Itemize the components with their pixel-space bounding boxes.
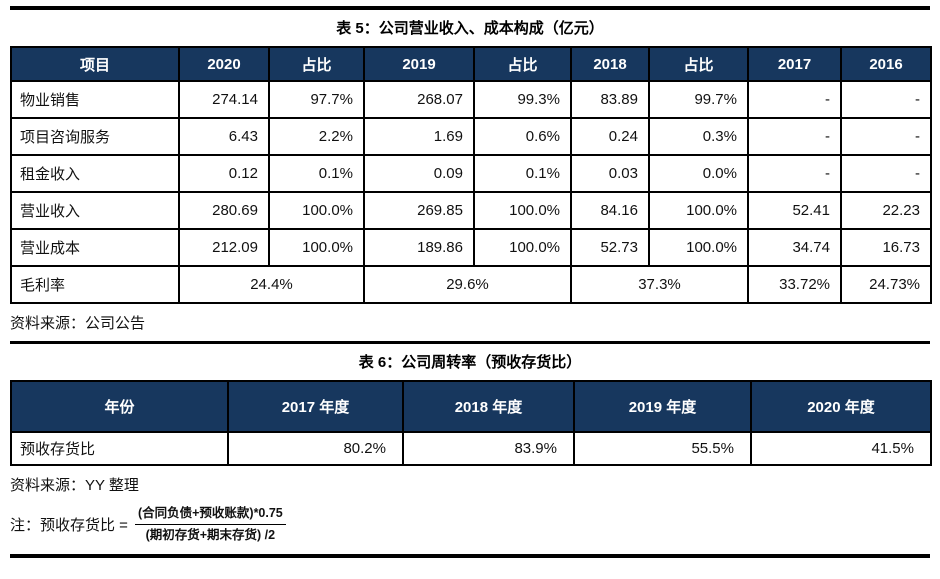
col-header-2018: 2018 bbox=[570, 46, 650, 82]
table6-note: 注：预收存货比 = (合同负债+预收账款)*0.75 (期初存货+期末存货) /… bbox=[10, 504, 932, 545]
table-cell: 0.6% bbox=[473, 117, 572, 156]
gross-margin-2018: 37.3% bbox=[570, 265, 749, 304]
table5-source: 资料来源：公司公告 bbox=[10, 315, 146, 332]
table-cell: 274.14 bbox=[178, 80, 270, 119]
table-row: 营业成本 212.09 100.0% 189.86 100.0% 52.73 1… bbox=[10, 228, 932, 267]
gross-margin-2016: 24.73% bbox=[840, 265, 932, 304]
table-cell: - bbox=[747, 80, 842, 119]
table-cell: 280.69 bbox=[178, 191, 270, 230]
table-cell: 99.3% bbox=[473, 80, 572, 119]
table-cell: 0.09 bbox=[363, 154, 475, 193]
table-cell: 97.7% bbox=[268, 80, 365, 119]
table-cell: 100.0% bbox=[268, 228, 365, 267]
table-cell: 0.24 bbox=[570, 117, 650, 156]
table-cell: 100.0% bbox=[473, 191, 572, 230]
row-label: 营业收入 bbox=[10, 191, 180, 230]
table-row: 预收存货比 80.2% 83.9% 55.5% 41.5% bbox=[10, 431, 932, 466]
table-cell: 0.12 bbox=[178, 154, 270, 193]
col-header-share-2020: 占比 bbox=[268, 46, 365, 82]
table-cell: 55.5% bbox=[573, 431, 752, 466]
col-header-2016: 2016 bbox=[840, 46, 932, 82]
gross-margin-row: 毛利率 24.4% 29.6% 37.3% 33.72% 24.73% bbox=[10, 265, 932, 304]
row-label: 租金收入 bbox=[10, 154, 180, 193]
table-cell: - bbox=[747, 117, 842, 156]
col-header-year: 年份 bbox=[10, 380, 229, 433]
formula-denominator: (期初存货+期末存货) /2 bbox=[145, 527, 276, 542]
bottom-rule bbox=[10, 553, 930, 558]
table-cell: - bbox=[840, 80, 932, 119]
table-cell: 1.69 bbox=[363, 117, 475, 156]
table-cell: 83.9% bbox=[402, 431, 575, 466]
table-cell: 52.73 bbox=[570, 228, 650, 267]
table-cell: 269.85 bbox=[363, 191, 475, 230]
table-cell: 268.07 bbox=[363, 80, 475, 119]
table-cell: 83.89 bbox=[570, 80, 650, 119]
col-header-share-2018: 占比 bbox=[648, 46, 749, 82]
col-header-2020: 2020 bbox=[178, 46, 270, 82]
col-header-2018fy: 2018 年度 bbox=[402, 380, 575, 433]
col-header-2020fy: 2020 年度 bbox=[750, 380, 932, 433]
col-header-2017fy: 2017 年度 bbox=[227, 380, 404, 433]
table-cell: 41.5% bbox=[750, 431, 932, 466]
table-cell: 16.73 bbox=[840, 228, 932, 267]
col-header-2019fy: 2019 年度 bbox=[573, 380, 752, 433]
gross-margin-2017: 33.72% bbox=[747, 265, 842, 304]
row-label: 物业销售 bbox=[10, 80, 180, 119]
row-label: 毛利率 bbox=[10, 265, 180, 304]
report-page: 表 5：公司营业收入、成本构成（亿元） 项目 2020 占比 2019 占比 2… bbox=[0, 6, 940, 558]
table-cell: 34.74 bbox=[747, 228, 842, 267]
table-cell: 212.09 bbox=[178, 228, 270, 267]
table-cell: 0.1% bbox=[268, 154, 365, 193]
table5-header-row: 项目 2020 占比 2019 占比 2018 占比 2017 2016 bbox=[10, 46, 932, 82]
gross-margin-2020: 24.4% bbox=[178, 265, 365, 304]
gross-margin-2019: 29.6% bbox=[363, 265, 572, 304]
row-label: 项目咨询服务 bbox=[10, 117, 180, 156]
table-cell: 22.23 bbox=[840, 191, 932, 230]
formula-fraction: (合同负债+预收账款)*0.75 (期初存货+期末存货) /2 bbox=[134, 504, 286, 545]
turnover-table: 年份 2017 年度 2018 年度 2019 年度 2020 年度 预收存货比… bbox=[10, 380, 932, 466]
table-row: 项目咨询服务 6.43 2.2% 1.69 0.6% 0.24 0.3% - - bbox=[10, 117, 932, 156]
col-header-share-2019: 占比 bbox=[473, 46, 572, 82]
table-cell: - bbox=[840, 154, 932, 193]
table-cell: 189.86 bbox=[363, 228, 475, 267]
table-cell: - bbox=[840, 117, 932, 156]
table-cell: 52.41 bbox=[747, 191, 842, 230]
col-header-2019: 2019 bbox=[363, 46, 475, 82]
table-cell: 100.0% bbox=[648, 228, 749, 267]
table-cell: 84.16 bbox=[570, 191, 650, 230]
table-cell: 100.0% bbox=[648, 191, 749, 230]
note-prefix: 注：预收存货比 = bbox=[10, 516, 128, 534]
table-cell: 100.0% bbox=[473, 228, 572, 267]
table-row: 营业收入 280.69 100.0% 269.85 100.0% 84.16 1… bbox=[10, 191, 932, 230]
table-cell: 100.0% bbox=[268, 191, 365, 230]
table-cell: 6.43 bbox=[178, 117, 270, 156]
table-cell: 2.2% bbox=[268, 117, 365, 156]
divider-rule bbox=[10, 341, 930, 344]
table-cell: 99.7% bbox=[648, 80, 749, 119]
table-cell: - bbox=[747, 154, 842, 193]
table-cell: 80.2% bbox=[227, 431, 404, 466]
row-label: 预收存货比 bbox=[10, 431, 229, 466]
row-label: 营业成本 bbox=[10, 228, 180, 267]
table6-source: 资料来源：YY 整理 bbox=[10, 477, 139, 494]
table6-title: 表 6：公司周转率（预收存货比） bbox=[358, 354, 582, 371]
table-row: 物业销售 274.14 97.7% 268.07 99.3% 83.89 99.… bbox=[10, 80, 932, 119]
table5-title: 表 5：公司营业收入、成本构成（亿元） bbox=[336, 20, 604, 37]
top-rule bbox=[10, 6, 930, 10]
formula-numerator: (合同负债+预收账款)*0.75 bbox=[134, 504, 286, 525]
table-cell: 0.03 bbox=[570, 154, 650, 193]
revenue-cost-table: 项目 2020 占比 2019 占比 2018 占比 2017 2016 物业销… bbox=[10, 46, 932, 304]
table-cell: 0.0% bbox=[648, 154, 749, 193]
table-cell: 0.1% bbox=[473, 154, 572, 193]
col-header-item: 项目 bbox=[10, 46, 180, 82]
table-row: 租金收入 0.12 0.1% 0.09 0.1% 0.03 0.0% - - bbox=[10, 154, 932, 193]
col-header-2017: 2017 bbox=[747, 46, 842, 82]
table6-header-row: 年份 2017 年度 2018 年度 2019 年度 2020 年度 bbox=[10, 380, 932, 433]
table-cell: 0.3% bbox=[648, 117, 749, 156]
